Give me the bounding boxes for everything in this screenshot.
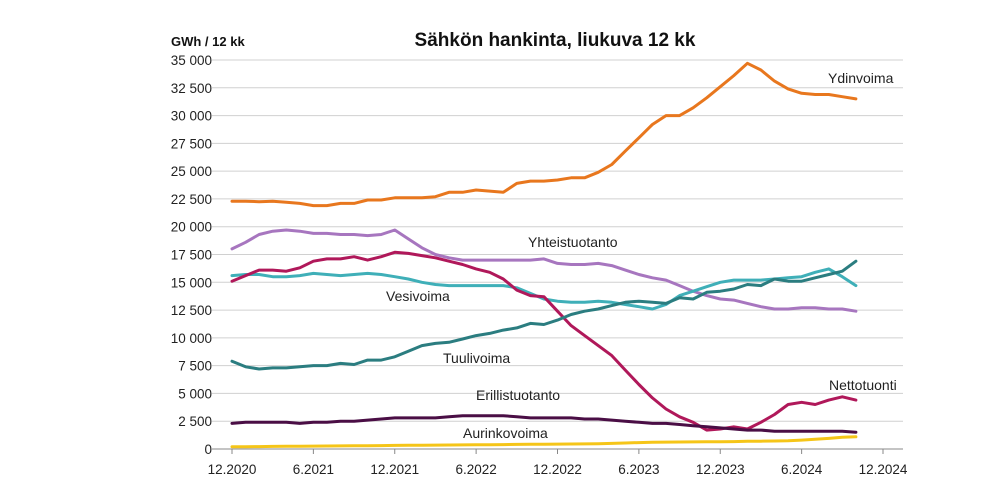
y-axis-ticks: 0 2 500 5 000 7 500 10 000 12 500 15 000 17 500… <box>171 53 212 457</box>
series-labels: Ydinvoima Yhteistuotanto Vesivoima Nettotuo… <box>386 70 897 441</box>
y-tick-label: 22 500 <box>171 192 212 207</box>
y-tick-label: 20 000 <box>171 220 212 235</box>
series-line-ydinvoima <box>230 61 858 208</box>
y-tick-label: 25 000 <box>171 164 212 179</box>
series-line-nettotuonti <box>230 250 858 432</box>
series-line-yhteistuotanto <box>230 228 858 313</box>
x-tick-label: 12.2020 <box>208 462 257 477</box>
x-tick-label: 12.2021 <box>370 462 419 477</box>
series-label-tuulivoima: Tuulivoima <box>443 350 510 366</box>
y-tick-label: 15 000 <box>171 275 212 290</box>
series-label-nettotuonti: Nettotuonti <box>829 377 897 393</box>
y-tick-label: 35 000 <box>171 53 212 68</box>
y-tick-label: 7 500 <box>178 359 212 374</box>
y-tick-label: 12 500 <box>171 303 212 318</box>
y-tick-label: 2 500 <box>178 414 212 429</box>
x-tick-label: 6.2021 <box>293 462 334 477</box>
y-tick-label: 32 500 <box>171 81 212 96</box>
series-label-aurinkovoima: Aurinkovoima <box>463 425 548 441</box>
y-axis-unit-label: GWh / 12 kk <box>171 34 245 49</box>
y-tick-label: 17 500 <box>171 248 212 263</box>
series-line-erillistuotanto <box>230 414 858 434</box>
y-tick-label: 0 <box>204 442 212 457</box>
series-lines <box>230 61 858 449</box>
y-tick-label: 5 000 <box>178 386 212 401</box>
x-axis-ticks: 12.2020 6.2021 12.2021 6.2022 12.2022 6.2023 1… <box>208 449 908 477</box>
series-label-yhteistuotanto: Yhteistuotanto <box>528 234 618 250</box>
series-line-aurinkovoima <box>230 435 858 449</box>
series-line-vesivoima <box>230 267 858 311</box>
x-tick-label: 6.2022 <box>455 462 496 477</box>
series-label-vesivoima: Vesivoima <box>386 288 450 304</box>
x-tick-label: 6.2024 <box>781 462 823 477</box>
series-label-ydinvoima: Ydinvoima <box>828 70 894 86</box>
series-label-erillistuotanto: Erillistuotanto <box>476 387 560 403</box>
y-tick-label: 27 500 <box>171 136 212 151</box>
x-tick-label: 12.2022 <box>533 462 582 477</box>
chart-title: Sähkön hankinta, liukuva 12 kk <box>415 30 696 51</box>
series-line-tuulivoima <box>230 259 858 371</box>
y-tick-label: 10 000 <box>171 331 212 346</box>
x-tick-label: 6.2023 <box>618 462 659 477</box>
x-tick-label: 12.2023 <box>696 462 745 477</box>
x-tick-label: 12.2024 <box>859 462 908 477</box>
y-tick-label: 30 000 <box>171 109 212 124</box>
